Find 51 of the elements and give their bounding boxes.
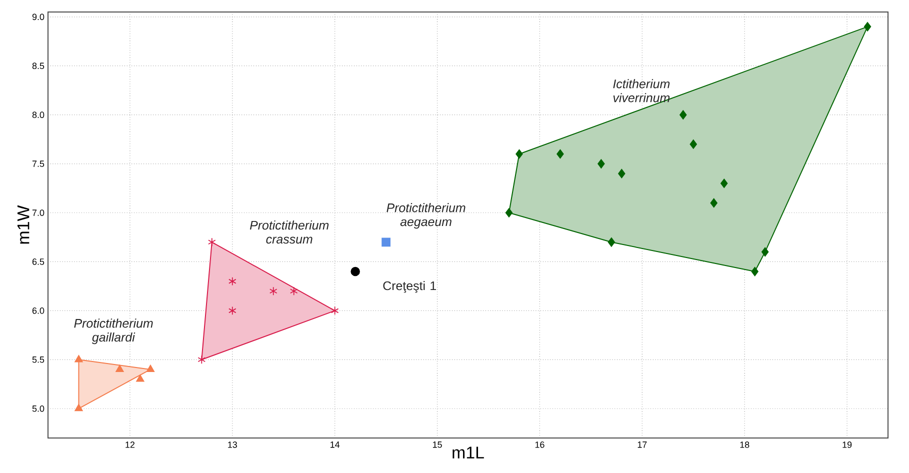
point <box>74 355 83 362</box>
x-tick-label: 14 <box>330 442 340 448</box>
point <box>208 238 216 247</box>
point <box>608 238 616 247</box>
x-tick-label: 18 <box>740 442 750 448</box>
point <box>505 208 513 218</box>
point <box>864 22 872 32</box>
point <box>751 266 758 276</box>
series-label: Protictitherium gaillardi <box>74 318 153 344</box>
series-label: Ictitherium viverrinum <box>613 79 670 102</box>
point <box>198 355 206 364</box>
x-tick-label: 15 <box>432 442 442 448</box>
x-tick-label: 17 <box>638 442 647 448</box>
point <box>618 168 626 178</box>
text: Creţeşti 1 <box>383 281 436 293</box>
y-tick-label: 5.5 <box>32 356 44 363</box>
y-tick-label: 8.0 <box>32 112 44 118</box>
point <box>382 238 390 247</box>
point <box>228 306 236 316</box>
point <box>690 140 697 149</box>
point <box>350 266 360 276</box>
point <box>556 149 564 159</box>
point <box>74 404 83 412</box>
y-axis-title: m1W <box>18 205 30 244</box>
point <box>330 306 339 316</box>
point <box>710 198 718 208</box>
point <box>680 110 687 120</box>
y-tick-label: 7.0 <box>32 210 44 216</box>
x-axis-title: m1L <box>452 446 484 458</box>
y-tick-label: 6.5 <box>32 258 44 265</box>
point <box>116 364 124 372</box>
point <box>269 286 278 296</box>
point <box>290 286 298 296</box>
point <box>146 364 155 372</box>
y-tick-label: 8.5 <box>32 62 44 70</box>
y-tick-label: 9.0 <box>32 14 44 20</box>
series-label: Protictitherium aegaeum <box>386 203 466 229</box>
point <box>516 149 523 159</box>
y-tick-label: 6.0 <box>32 308 44 314</box>
text: Protictitherium crassum <box>250 220 329 244</box>
point <box>761 247 769 257</box>
y-tick-label: 7.5 <box>32 160 44 167</box>
x-tick-label: 16 <box>535 442 544 448</box>
x-tick-label: 13 <box>228 442 237 448</box>
x-tick-label: 12 <box>126 442 134 448</box>
y-tick-label: 5.0 <box>32 405 44 412</box>
point <box>598 159 605 168</box>
point <box>228 276 236 286</box>
point <box>136 374 144 382</box>
point <box>720 178 728 188</box>
x-tick-label: 19 <box>842 442 852 448</box>
